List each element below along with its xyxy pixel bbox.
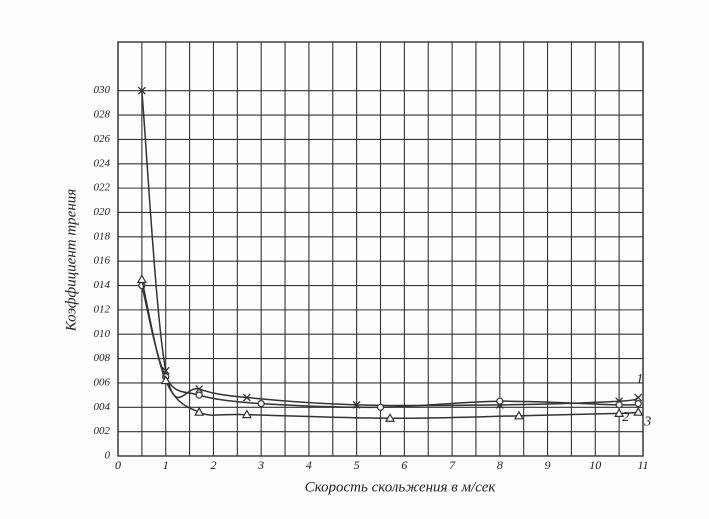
series-label: 3: [643, 414, 651, 429]
y-tick-label: 020: [94, 206, 111, 218]
x-tick-label: 4: [306, 458, 312, 472]
y-tick-label: 022: [94, 182, 111, 194]
x-tick-label: 11: [637, 458, 648, 472]
y-tick-label: 026: [94, 133, 111, 145]
y-tick-label: 002: [94, 425, 111, 437]
x-tick-label: 1: [163, 458, 169, 472]
y-tick-label: 010: [94, 328, 111, 340]
y-tick-label: 006: [94, 376, 111, 388]
marker: [257, 400, 265, 408]
x-tick-label: 3: [257, 458, 264, 472]
y-tick-label: 016: [94, 255, 111, 267]
y-tick-label: 014: [94, 279, 111, 291]
marker: [137, 86, 146, 95]
marker: [195, 385, 204, 393]
x-tick-label: 5: [354, 458, 360, 472]
x-tick-label: 6: [401, 458, 407, 472]
marker: [614, 408, 625, 417]
y-tick-label: 008: [94, 352, 111, 364]
marker: [615, 401, 623, 409]
marker: [376, 403, 385, 411]
marker: [633, 406, 644, 416]
marker: [241, 409, 252, 419]
y-tick-label: 030: [94, 84, 111, 96]
marker: [242, 393, 251, 402]
marker: [513, 410, 524, 420]
x-tick-label: 9: [545, 458, 551, 472]
x-axis-label: Скорость скольжения в м/сек: [305, 479, 497, 495]
marker: [194, 406, 205, 416]
x-tick-label: 8: [497, 458, 503, 472]
x-tick-label: 10: [589, 458, 601, 472]
marker: [195, 391, 203, 399]
x-tick-label: 0: [115, 458, 121, 472]
series-label: 2: [622, 410, 629, 425]
x-tick-label: 2: [210, 458, 216, 472]
marker: [160, 375, 171, 385]
y-axis-label: Коэффициент трения: [63, 189, 79, 333]
y-tick-label: 004: [94, 401, 111, 413]
y-tick-label: 012: [94, 303, 111, 315]
series-label: 1: [636, 372, 643, 387]
marker: [385, 413, 396, 422]
marker: [496, 397, 504, 405]
y-tick-label: 024: [94, 157, 111, 169]
y-tick-label: 028: [94, 109, 111, 121]
marker: [136, 274, 147, 284]
y-tick-label: 0: [105, 450, 111, 462]
y-tick-label: 018: [94, 230, 111, 242]
marker: [634, 393, 643, 402]
x-tick-label: 7: [449, 458, 456, 472]
marker: [634, 400, 642, 408]
